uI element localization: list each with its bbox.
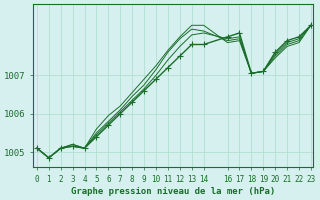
X-axis label: Graphe pression niveau de la mer (hPa): Graphe pression niveau de la mer (hPa)	[71, 187, 276, 196]
